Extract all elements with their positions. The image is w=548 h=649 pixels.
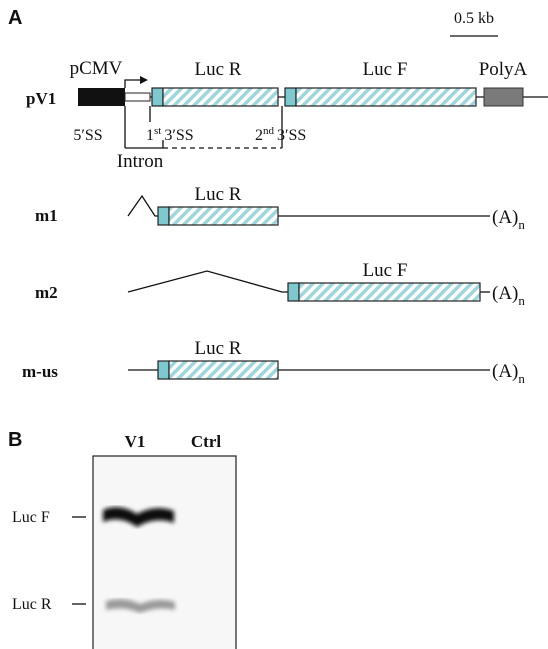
transcript-m2 (128, 271, 490, 301)
ordinal-suffix: nd (263, 125, 275, 137)
transcript-name: m1 (35, 206, 58, 225)
gel (93, 456, 236, 649)
band-label: Luc R (12, 596, 52, 613)
splice-label: 3′SS (164, 127, 193, 144)
transcript-m1 (128, 196, 490, 225)
figure: A 0.5 kb pCMV Luc R Luc F PolyA pV1 5′SS… (0, 0, 548, 649)
splice-label: 3′SS (277, 127, 306, 144)
panel-label: A (8, 7, 22, 29)
lane-label: V1 (125, 432, 146, 451)
ordinal: 1 (146, 127, 154, 144)
transcript-name: m-us (22, 362, 58, 381)
intron-label: Intron (117, 151, 164, 172)
splice-site: 5′SS (73, 127, 102, 144)
gene-label: Luc R (195, 338, 242, 359)
transcript-m-us (128, 361, 490, 379)
gene-label: Luc F (363, 260, 408, 281)
tail-subscript: n (518, 217, 525, 232)
polya-tail: (A)n (492, 361, 525, 386)
tail: (A) (492, 283, 518, 304)
transcript-name: m2 (35, 283, 58, 302)
tail: (A) (492, 361, 518, 382)
polya-tail: (A)n (492, 283, 525, 308)
construct-name: pV1 (26, 89, 56, 108)
gene-label: Luc F (363, 59, 408, 80)
band-label: Luc F (12, 509, 50, 526)
polya-label: PolyA (479, 59, 528, 80)
gene-label: Luc R (195, 184, 242, 205)
panel-label: B (8, 429, 22, 451)
gene-label: Luc R (195, 59, 242, 80)
promoter-label: pCMV (70, 58, 123, 79)
tail-subscript: n (518, 293, 525, 308)
lane-label: Ctrl (191, 432, 221, 451)
ordinal-suffix: st (154, 125, 161, 137)
polya-tail: (A)n (492, 207, 525, 232)
tail: (A) (492, 207, 518, 228)
tail-subscript: n (518, 371, 525, 386)
scale-label: 0.5 kb (454, 10, 494, 27)
ordinal: 2 (255, 127, 263, 144)
